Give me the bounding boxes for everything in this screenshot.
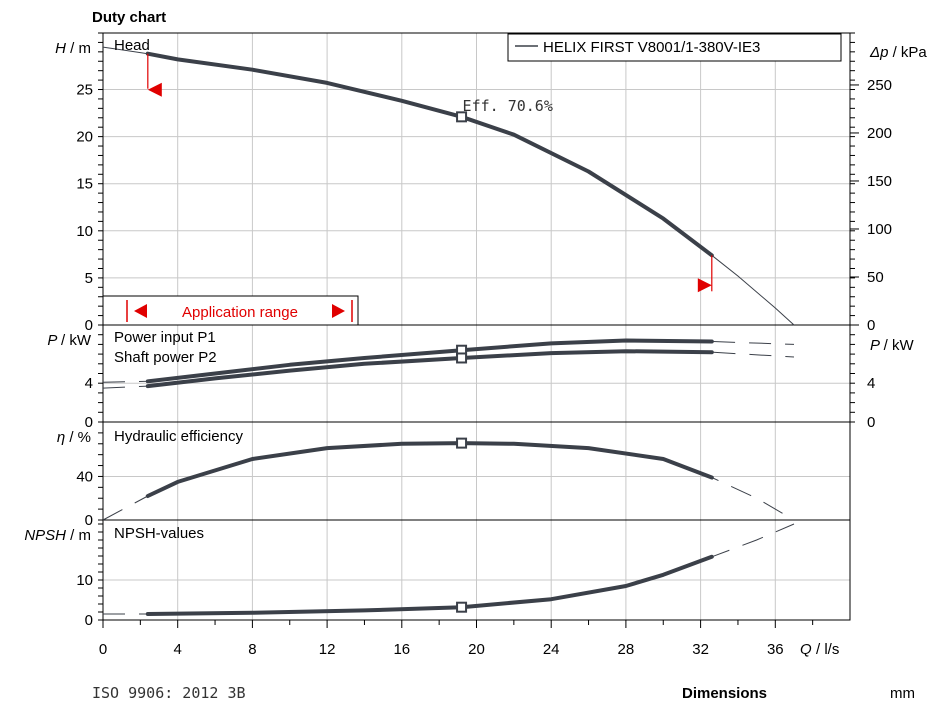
y-right-axis-unit: / kPa bbox=[893, 44, 928, 61]
y-right-tick-label: 200 bbox=[867, 125, 892, 142]
x-axis-symbol: Q bbox=[800, 641, 812, 658]
x-tick-label: 8 bbox=[248, 641, 256, 658]
series-line bbox=[145, 51, 714, 258]
y-right-axis-label: Δp / kPa bbox=[869, 44, 927, 61]
duty-point-marker bbox=[456, 111, 468, 123]
panel-label-head: Head bbox=[114, 37, 150, 54]
y-tick-label: 25 bbox=[76, 82, 93, 99]
y-right-tick-label: 150 bbox=[867, 173, 892, 190]
y-axis-label-efficiency: η / % bbox=[57, 429, 91, 446]
y-axis-unit: / % bbox=[69, 429, 91, 446]
x-tick-label: 16 bbox=[393, 641, 410, 658]
y-right-tick-label: 50 bbox=[867, 269, 884, 286]
panel-label-power-p2: Shaft power P2 bbox=[114, 349, 217, 366]
range-start-arrow bbox=[147, 82, 162, 97]
curve-layer bbox=[102, 46, 795, 616]
x-tick-label: 24 bbox=[543, 641, 560, 658]
y-tick-label: 15 bbox=[76, 176, 93, 193]
y-axis-unit: / kW bbox=[61, 332, 92, 349]
standard-label: ISO 9906: 2012 3B bbox=[92, 684, 246, 702]
series-line-thin bbox=[103, 523, 795, 615]
dimensions-unit: mm bbox=[890, 685, 915, 702]
y-right-axis-label-power: P / kW bbox=[870, 337, 914, 354]
y-axis-symbol: H bbox=[55, 40, 70, 57]
y-axis-label-npsh: NPSH / m bbox=[24, 527, 91, 544]
y-axis-label-power: P / kW bbox=[47, 332, 91, 349]
y-tick-label: 5 bbox=[85, 270, 93, 287]
y-tick-label: 4 bbox=[85, 375, 93, 392]
series-line bbox=[145, 441, 714, 498]
panel-label-power-p1: Power input P1 bbox=[114, 329, 216, 346]
series-line bbox=[145, 349, 714, 389]
y-tick-label: 20 bbox=[76, 129, 93, 146]
y-tick-label: 10 bbox=[76, 223, 93, 240]
y-axis-symbol: η bbox=[57, 429, 70, 446]
x-axis-unit: / l/s bbox=[816, 641, 839, 658]
y-right-tick-label: 0 bbox=[867, 317, 875, 334]
y-tick-label: 10 bbox=[76, 572, 93, 589]
x-tick-label: 12 bbox=[319, 641, 336, 658]
y-tick-label: 0 bbox=[85, 317, 93, 334]
y-right-tick-label: 4 bbox=[867, 375, 875, 392]
series-line bbox=[145, 338, 714, 384]
y-axis-unit: / m bbox=[70, 527, 91, 544]
duty-point-marker bbox=[456, 601, 468, 613]
chart-title: Duty chart bbox=[92, 9, 166, 26]
series-line bbox=[145, 554, 714, 616]
y-right-axis-unit: / kW bbox=[884, 337, 915, 354]
dimensions-label: Dimensions bbox=[682, 685, 767, 702]
grid-layer bbox=[98, 32, 859, 628]
y-tick-label: 0 bbox=[85, 512, 93, 529]
duty-point-marker bbox=[456, 437, 468, 449]
application-range-label: Application range bbox=[182, 304, 298, 321]
panel-label-npsh: NPSH-values bbox=[114, 525, 204, 542]
y-right-tick-label: 100 bbox=[867, 221, 892, 238]
x-tick-label: 0 bbox=[99, 641, 107, 658]
duty-point-label: Eff. 70.6% bbox=[463, 97, 553, 115]
y-tick-label: 0 bbox=[85, 612, 93, 629]
y-axis-symbol: P bbox=[47, 332, 61, 349]
legend-box bbox=[507, 33, 842, 62]
y-tick-label: 0 bbox=[85, 414, 93, 431]
y-right-axis-symbol: P bbox=[870, 337, 884, 354]
y-axis-label-head: H / m bbox=[55, 40, 91, 57]
x-tick-label: 36 bbox=[767, 641, 784, 658]
x-tick-label: 20 bbox=[468, 641, 485, 658]
x-tick-label: 28 bbox=[618, 641, 635, 658]
y-right-tick-label: 250 bbox=[867, 77, 892, 94]
y-axis-unit: / m bbox=[70, 40, 91, 57]
duty-point-marker bbox=[456, 352, 468, 364]
y-tick-label: 40 bbox=[76, 468, 93, 485]
series-line-thin bbox=[102, 442, 795, 521]
range-end-arrow bbox=[697, 278, 712, 293]
y-axis-symbol: NPSH bbox=[24, 527, 70, 544]
y-right-axis-symbol: Δp bbox=[869, 44, 893, 61]
x-tick-label: 4 bbox=[174, 641, 182, 658]
application-range-left-arrow bbox=[134, 304, 147, 318]
panel-frame-npsh bbox=[102, 519, 851, 621]
y-right-tick-label: 0 bbox=[867, 414, 875, 431]
x-tick-label: 32 bbox=[692, 641, 709, 658]
application-range-right-arrow bbox=[332, 304, 345, 318]
panel-label-efficiency: Hydraulic efficiency bbox=[114, 428, 243, 445]
legend-label: HELIX FIRST V8001/1-380V-IE3 bbox=[543, 39, 760, 56]
series-line-thin bbox=[102, 46, 795, 326]
